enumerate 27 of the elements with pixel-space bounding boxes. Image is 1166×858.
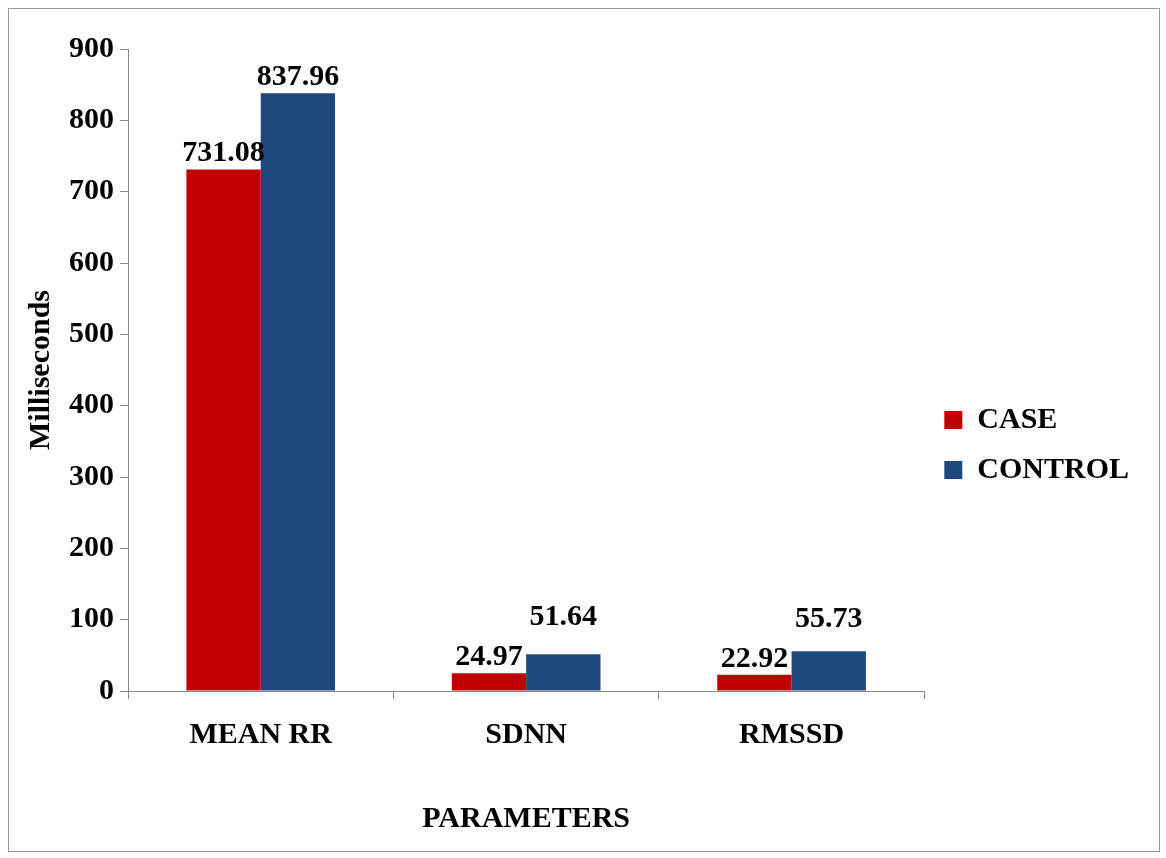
data-label: 24.97 <box>455 638 523 672</box>
data-label: 837.96 <box>256 58 340 92</box>
y-tick-label: 200 <box>69 529 114 563</box>
bar <box>791 651 866 691</box>
y-tick-label: 0 <box>99 671 114 705</box>
y-tick-label: 100 <box>69 600 114 634</box>
x-tick-label: SDNN <box>485 715 568 749</box>
data-label: 22.92 <box>720 639 789 673</box>
y-axis-title: Milliseconds <box>21 289 55 451</box>
bar <box>717 674 792 691</box>
bar <box>526 654 601 691</box>
y-tick-label: 600 <box>69 243 114 277</box>
y-tick-label: 500 <box>69 315 114 349</box>
bar <box>451 673 527 691</box>
x-tick-label: RMSSD <box>739 715 845 749</box>
y-tick-label: 700 <box>69 172 114 206</box>
data-label: 51.64 <box>529 598 598 632</box>
bar <box>186 169 261 691</box>
y-tick-label: 800 <box>69 101 114 135</box>
x-axis-title: PARAMETERS <box>422 799 631 833</box>
legend-label: CONTROL <box>977 450 1129 484</box>
x-tick-label: MEAN RR <box>189 715 333 749</box>
y-tick-label: 400 <box>69 386 114 420</box>
y-tick-label: 300 <box>69 457 114 491</box>
y-tick-label: 900 <box>69 29 114 63</box>
data-label: 55.73 <box>795 599 863 633</box>
legend-label: CASE <box>977 400 1058 434</box>
